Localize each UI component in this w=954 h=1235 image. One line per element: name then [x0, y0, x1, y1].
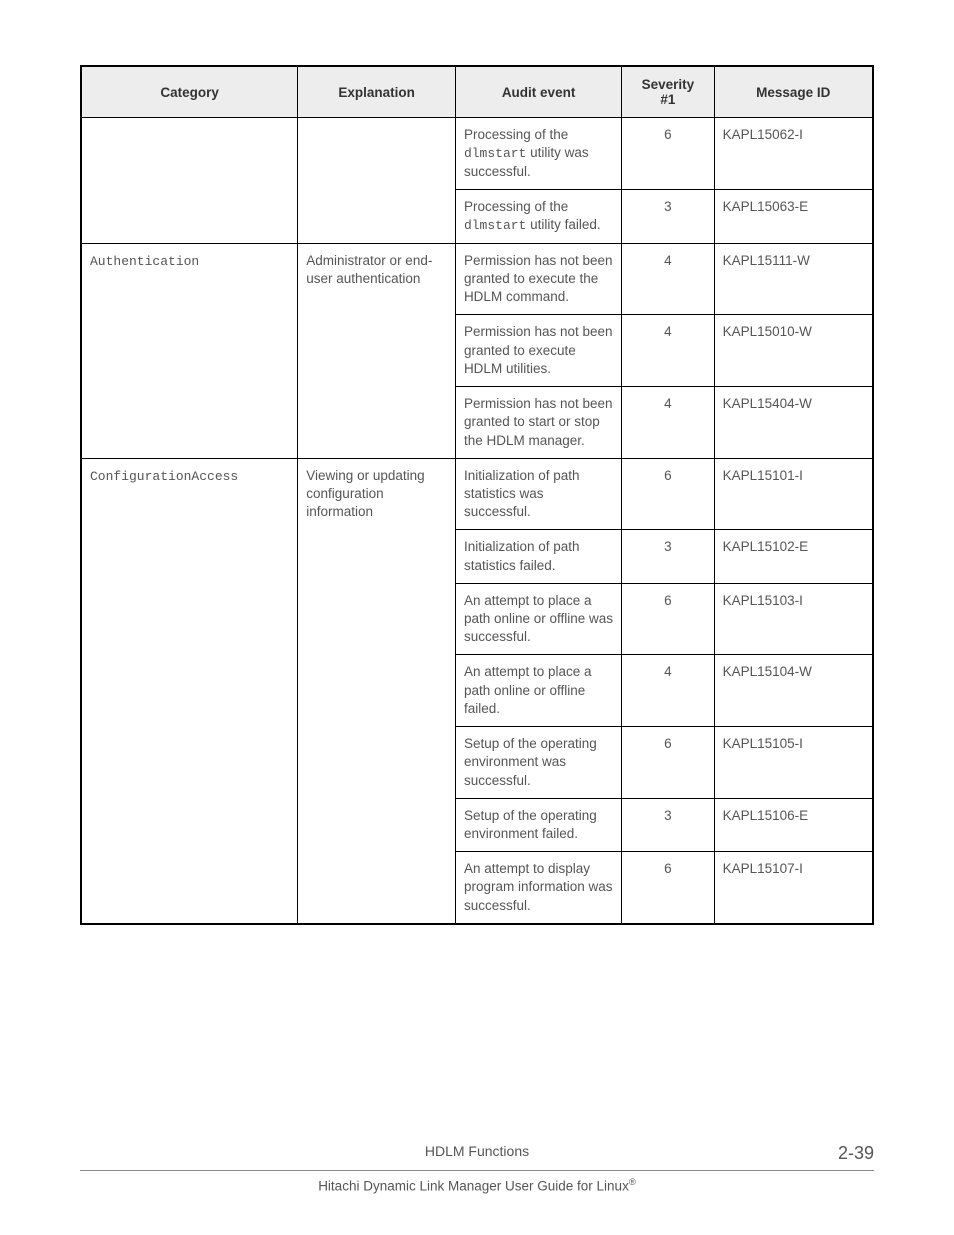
cell-message-id: KAPL15105-I: [714, 727, 873, 799]
cell-severity: 3: [622, 530, 714, 583]
cell-explanation: [298, 727, 456, 799]
table-row: Processing of the dlmstart utility faile…: [81, 189, 873, 243]
cell-category: [81, 530, 298, 583]
cell-severity: 4: [622, 655, 714, 727]
table-row: An attempt to place a path online or off…: [81, 583, 873, 655]
page-footer: HDLM Functions 2-39 Hitachi Dynamic Link…: [80, 1143, 874, 1194]
cell-audit-event: An attempt to place a path online or off…: [455, 583, 621, 655]
col-header-severity: Severity#1: [622, 66, 714, 118]
cell-audit-event: An attempt to display program informatio…: [455, 852, 621, 924]
table-row: ConfigurationAccess Viewing or updating …: [81, 458, 873, 530]
cell-message-id: KAPL15063-E: [714, 189, 873, 243]
footer-top-row: HDLM Functions 2-39: [80, 1143, 874, 1171]
cell-explanation: [298, 583, 456, 655]
cell-explanation: [298, 852, 456, 924]
col-header-audit-event: Audit event: [455, 66, 621, 118]
cell-severity: 4: [622, 315, 714, 387]
table-row: Permission has not been granted to execu…: [81, 315, 873, 387]
cell-category: [81, 315, 298, 387]
cell-message-id: KAPL15107-I: [714, 852, 873, 924]
table-row: An attempt to display program informatio…: [81, 852, 873, 924]
col-header-category: Category: [81, 66, 298, 118]
cell-message-id: KAPL15010-W: [714, 315, 873, 387]
col-header-message-id: Message ID: [714, 66, 873, 118]
cell-severity: 6: [622, 118, 714, 190]
cell-message-id: KAPL15106-E: [714, 798, 873, 851]
cell-explanation: [298, 530, 456, 583]
registered-icon: ®: [629, 1177, 636, 1188]
cell-category: [81, 189, 298, 243]
cell-explanation: Administrator or end-user authentication: [298, 243, 456, 315]
cell-severity: 3: [622, 189, 714, 243]
audit-events-table: Category Explanation Audit event Severit…: [80, 65, 874, 925]
cell-severity: 6: [622, 458, 714, 530]
cell-audit-event: Permission has not been granted to start…: [455, 387, 621, 459]
cell-category: [81, 727, 298, 799]
cell-audit-event: Setup of the operating environment faile…: [455, 798, 621, 851]
cell-message-id: KAPL15062-I: [714, 118, 873, 190]
page-content: Category Explanation Audit event Severit…: [0, 0, 954, 925]
cell-message-id: KAPL15102-E: [714, 530, 873, 583]
cell-explanation: [298, 189, 456, 243]
cell-severity: 6: [622, 852, 714, 924]
table-row: Authentication Administrator or end-user…: [81, 243, 873, 315]
table-row: Processing of the dlmstart utility was s…: [81, 118, 873, 190]
cell-severity: 6: [622, 583, 714, 655]
cell-explanation: [298, 655, 456, 727]
table-row: Setup of the operating environment was s…: [81, 727, 873, 799]
cell-audit-event: Initialization of path statistics was su…: [455, 458, 621, 530]
cell-category: Authentication: [81, 243, 298, 315]
cell-audit-event: Permission has not been granted to execu…: [455, 315, 621, 387]
cell-category: [81, 583, 298, 655]
cell-audit-event: An attempt to place a path online or off…: [455, 655, 621, 727]
cell-severity: 6: [622, 727, 714, 799]
table-row: Setup of the operating environment faile…: [81, 798, 873, 851]
footer-book-title: Hitachi Dynamic Link Manager User Guide …: [80, 1171, 874, 1194]
cell-explanation: Viewing or updating configuration inform…: [298, 458, 456, 530]
cell-explanation: [298, 118, 456, 190]
cell-severity: 4: [622, 387, 714, 459]
footer-section-title: HDLM Functions: [80, 1143, 874, 1159]
cell-category: [81, 118, 298, 190]
cell-message-id: KAPL15101-I: [714, 458, 873, 530]
cell-category: [81, 387, 298, 459]
cell-message-id: KAPL15104-W: [714, 655, 873, 727]
cell-audit-event: Processing of the dlmstart utility was s…: [455, 118, 621, 190]
cell-message-id: KAPL15103-I: [714, 583, 873, 655]
cell-message-id: KAPL15111-W: [714, 243, 873, 315]
cell-severity: 4: [622, 243, 714, 315]
cell-explanation: [298, 798, 456, 851]
cell-audit-event: Processing of the dlmstart utility faile…: [455, 189, 621, 243]
cell-category: ConfigurationAccess: [81, 458, 298, 530]
table-row: Initialization of path statistics failed…: [81, 530, 873, 583]
cell-severity: 3: [622, 798, 714, 851]
cell-message-id: KAPL15404-W: [714, 387, 873, 459]
cell-category: [81, 655, 298, 727]
cell-audit-event: Permission has not been granted to execu…: [455, 243, 621, 315]
table-header-row: Category Explanation Audit event Severit…: [81, 66, 873, 118]
cell-audit-event: Initialization of path statistics failed…: [455, 530, 621, 583]
col-header-explanation: Explanation: [298, 66, 456, 118]
cell-explanation: [298, 387, 456, 459]
table-row: An attempt to place a path online or off…: [81, 655, 873, 727]
table-row: Permission has not been granted to start…: [81, 387, 873, 459]
cell-explanation: [298, 315, 456, 387]
cell-category: [81, 852, 298, 924]
cell-audit-event: Setup of the operating environment was s…: [455, 727, 621, 799]
cell-category: [81, 798, 298, 851]
